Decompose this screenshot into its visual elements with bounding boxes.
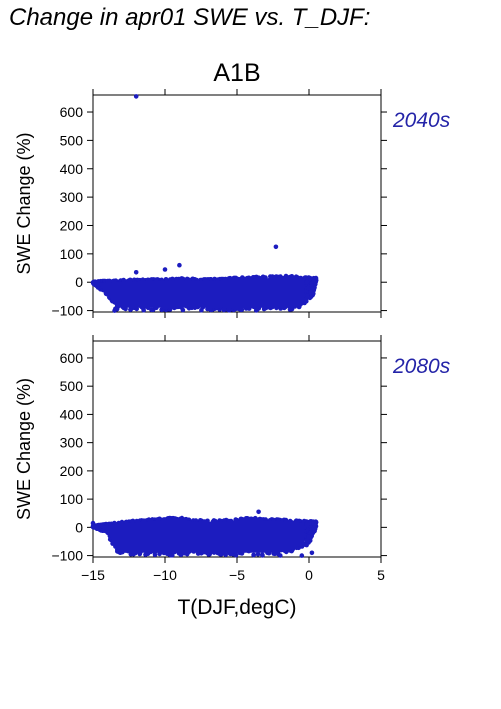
data-point bbox=[306, 286, 311, 291]
outlier-point bbox=[273, 244, 279, 250]
y-tick-label: 200 bbox=[60, 217, 84, 233]
data-point bbox=[152, 552, 158, 558]
x-tick-label: 0 bbox=[305, 567, 313, 583]
y-axis-label: SWE Change (%) bbox=[14, 132, 34, 274]
data-point bbox=[304, 542, 309, 548]
data-point bbox=[179, 276, 184, 281]
data-point bbox=[153, 277, 159, 283]
data-point bbox=[128, 307, 133, 312]
data-point bbox=[255, 551, 261, 557]
point-cloud-core bbox=[98, 277, 304, 308]
y-tick-label: 300 bbox=[60, 189, 84, 205]
outlier-point bbox=[177, 262, 182, 268]
data-point bbox=[180, 307, 186, 313]
outlier-point bbox=[303, 296, 309, 302]
period-label: 2080s bbox=[392, 355, 451, 378]
y-tick-label: −100 bbox=[51, 303, 83, 319]
data-point bbox=[278, 553, 283, 558]
y-tick-label: 400 bbox=[60, 406, 84, 422]
y-tick-label: 0 bbox=[75, 274, 83, 290]
point-cloud bbox=[90, 515, 319, 558]
y-tick-label: 600 bbox=[60, 350, 84, 366]
y-tick-label: 500 bbox=[60, 378, 84, 394]
y-tick-label: 200 bbox=[60, 463, 84, 479]
x-tick-label: −15 bbox=[81, 567, 105, 583]
y-tick-label: 600 bbox=[60, 104, 84, 120]
data-point bbox=[238, 307, 244, 313]
scenario-label: A1B bbox=[213, 59, 260, 87]
outlier-point bbox=[311, 291, 316, 296]
data-point bbox=[254, 307, 260, 313]
outlier-point bbox=[105, 291, 110, 296]
period-label: 2040s bbox=[392, 109, 451, 132]
data-point bbox=[145, 277, 151, 283]
page-title: Change in apr01 SWE vs. T_DJF: bbox=[9, 4, 371, 31]
x-tick-label: −5 bbox=[229, 567, 245, 583]
data-point bbox=[199, 307, 204, 313]
panel-2080s: 600 500 400 300 200 100 0 −100 −15 −10 −5 0 5 SWE Cha… bbox=[14, 335, 451, 583]
panel-2040s: 600 500 400 300 200 100 0 −100 SWE Change (%) 204… bbox=[14, 89, 451, 319]
data-point bbox=[121, 277, 126, 283]
outlier-point bbox=[162, 267, 168, 272]
y-tick-label: 0 bbox=[75, 519, 83, 535]
data-point bbox=[149, 307, 154, 313]
y-tick-label: 100 bbox=[60, 246, 84, 262]
outlier-point bbox=[133, 94, 139, 99]
outlier-point bbox=[133, 270, 139, 275]
data-point bbox=[311, 279, 317, 284]
data-point bbox=[134, 306, 139, 312]
data-point bbox=[304, 279, 310, 285]
data-point bbox=[105, 278, 110, 284]
data-point bbox=[223, 552, 228, 558]
y-tick-label: 500 bbox=[60, 132, 84, 148]
x-tick-label: −10 bbox=[153, 567, 177, 583]
data-point bbox=[309, 286, 315, 291]
point-cloud bbox=[90, 273, 319, 313]
y-tick-label: 300 bbox=[60, 435, 84, 451]
y-tick-label: 400 bbox=[60, 161, 84, 177]
x-tick-label: 5 bbox=[377, 567, 385, 583]
y-tick-label: 100 bbox=[60, 491, 84, 507]
y-tick-label: −100 bbox=[51, 548, 83, 564]
outlier-point bbox=[112, 308, 117, 313]
data-point bbox=[92, 279, 98, 285]
y-axis-label: SWE Change (%) bbox=[14, 378, 34, 520]
